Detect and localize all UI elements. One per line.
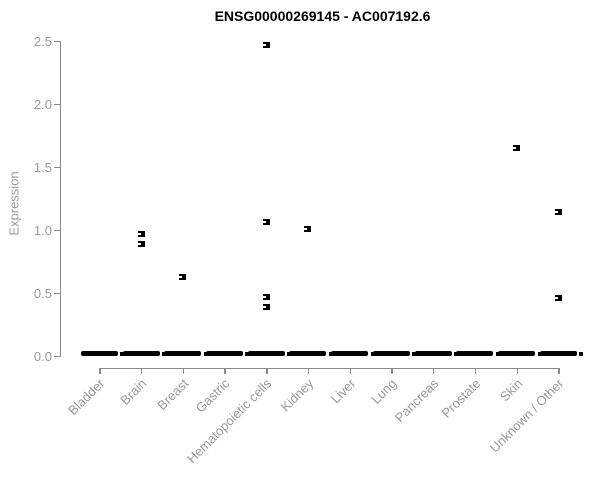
x-axis-line [99, 368, 559, 370]
zero-expression-cluster [539, 351, 577, 356]
y-axis-tick [54, 41, 61, 43]
zero-expression-cluster [372, 351, 410, 356]
y-axis-tick [54, 356, 61, 358]
zero-expression-cluster [205, 351, 243, 356]
zero-expression-cluster [498, 351, 536, 356]
expression-point [137, 240, 145, 247]
x-axis-tick [307, 368, 310, 374]
x-axis-tick [141, 368, 143, 374]
expression-point [304, 225, 312, 232]
zero-expression-outlier-dot [203, 352, 208, 356]
y-axis-tick-label: 1.5 [33, 160, 52, 175]
x-axis-tick [349, 368, 351, 374]
zero-expression-outlier-dot [412, 352, 417, 356]
expression-point [262, 41, 270, 48]
zero-expression-cluster [456, 351, 494, 356]
zero-expression-outlier-dot [370, 352, 375, 356]
zero-expression-outlier-dot [454, 352, 459, 356]
y-axis-tick-label: 2.0 [33, 97, 52, 112]
zero-expression-cluster [247, 351, 285, 356]
y-axis-tick-label: 0.0 [33, 349, 52, 364]
y-axis-tick [54, 104, 61, 106]
x-axis-tick [516, 368, 518, 374]
y-axis-tick [54, 167, 61, 169]
expression-point [262, 293, 270, 300]
zero-expression-cluster [80, 351, 118, 356]
x-axis-tick [474, 368, 477, 374]
expression-point [554, 209, 562, 216]
y-axis-tick-label: 0.5 [33, 286, 52, 301]
expression-point [179, 273, 187, 280]
x-axis-tick [558, 368, 560, 374]
zero-expression-outlier-dot [287, 352, 292, 356]
y-axis-tick [54, 230, 61, 232]
zero-expression-outlier-dot [245, 352, 250, 356]
expression-point [262, 303, 270, 310]
y-axis-tick [54, 293, 61, 295]
x-axis-tick [391, 368, 393, 374]
x-axis-tick [224, 368, 226, 374]
expression-point [513, 145, 521, 152]
zero-expression-outlier-dot [579, 352, 584, 356]
zero-expression-cluster [289, 351, 327, 356]
zero-expression-outlier-dot [495, 352, 500, 356]
zero-expression-cluster [164, 351, 202, 356]
y-axis-line [60, 41, 62, 357]
x-axis-tick [99, 368, 101, 374]
y-axis-tick-label: 1.0 [33, 223, 52, 238]
expression-point [262, 219, 270, 226]
expression-point [137, 230, 145, 237]
zero-expression-outlier-dot [120, 352, 125, 356]
chart-title: ENSG00000269145 - AC007192.6 [214, 8, 431, 24]
zero-expression-outlier-dot [328, 352, 333, 356]
y-axis-tick-label: 2.5 [33, 34, 52, 49]
zero-expression-outlier-dot [162, 352, 167, 356]
expression-point [554, 295, 562, 302]
zero-expression-cluster [122, 351, 160, 356]
x-axis-tick [266, 368, 268, 374]
x-axis-tick [182, 368, 185, 374]
zero-expression-outlier-dot [537, 352, 542, 356]
zero-expression-cluster [414, 351, 452, 356]
x-axis-tick [433, 368, 435, 374]
zero-expression-cluster [331, 351, 369, 356]
